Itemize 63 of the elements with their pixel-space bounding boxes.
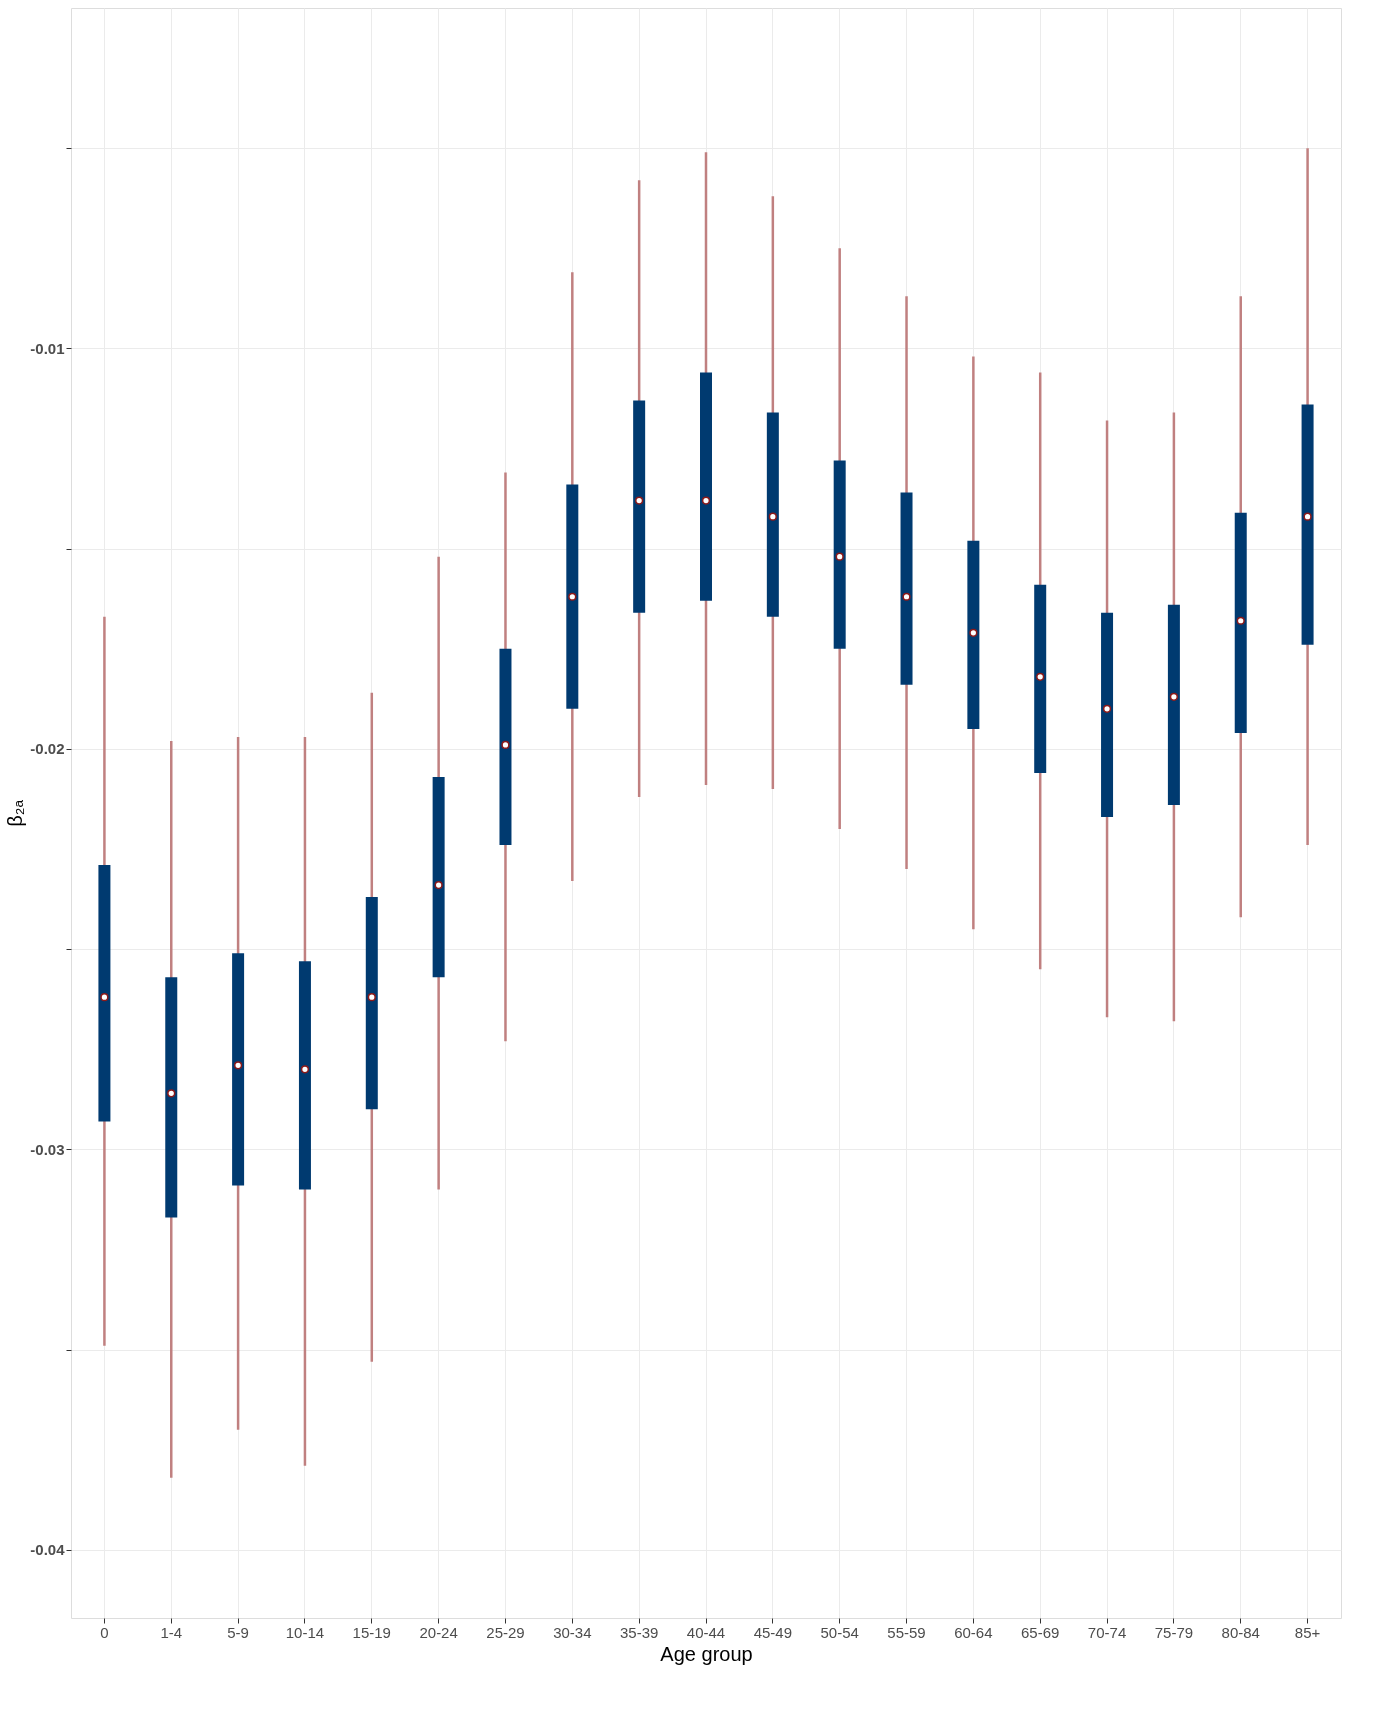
point: [969, 628, 978, 637]
point: [100, 993, 109, 1002]
point: [367, 993, 376, 1002]
x-tick-label: 40-44: [686, 1623, 726, 1641]
bar: [432, 776, 445, 978]
bar: [1301, 404, 1314, 645]
bar: [1167, 604, 1180, 805]
bar: [298, 961, 311, 1190]
x-tick-label: 45-49: [753, 1623, 793, 1641]
bar: [499, 648, 512, 846]
point: [768, 512, 777, 521]
x-tick-label: 85+: [1294, 1623, 1321, 1641]
x-tick-label: 70-74: [1087, 1623, 1127, 1641]
x-tick-label: 60-64: [954, 1623, 993, 1641]
x-tick-label: 75-79: [1154, 1623, 1194, 1641]
bar: [833, 460, 846, 649]
x-tick-label: 80-84: [1221, 1623, 1260, 1641]
bar: [633, 400, 646, 613]
x-tick-label: 65-69: [1021, 1623, 1060, 1641]
bar: [232, 953, 245, 1186]
point: [1036, 672, 1045, 681]
x-tick-label: 35-39: [619, 1623, 659, 1641]
y-tick-label: -0.01: [30, 339, 65, 357]
point: [167, 1089, 176, 1098]
bar: [900, 492, 913, 685]
x-tick-label: 30-34: [553, 1623, 592, 1641]
point: [902, 592, 911, 601]
point: [234, 1061, 243, 1070]
point: [1169, 692, 1178, 701]
point: [1102, 704, 1112, 713]
x-tick-label: 15-19: [352, 1623, 391, 1641]
point: [434, 880, 443, 890]
x-tick-label: 0: [100, 1623, 109, 1641]
bar: [165, 977, 178, 1218]
bar: [1101, 612, 1114, 817]
point: [835, 552, 844, 561]
bar: [967, 540, 980, 729]
x-tick-label: 20-24: [419, 1623, 458, 1641]
bar: [566, 484, 579, 709]
x-tick-label: 50-54: [820, 1623, 859, 1641]
point: [501, 740, 510, 750]
point: [701, 496, 711, 505]
point: [1236, 616, 1245, 625]
x-tick-label: 55-59: [887, 1623, 926, 1641]
bar: [365, 897, 378, 1110]
x-tick-label: 25-29: [486, 1623, 525, 1641]
bar: [98, 865, 111, 1122]
x-tick-label: 1-4: [160, 1623, 183, 1641]
point: [300, 1065, 310, 1074]
bar: [1234, 512, 1247, 733]
bar: [1034, 584, 1047, 773]
y-axis-title: β₂ₐ: [4, 799, 27, 827]
bar: [700, 372, 712, 601]
bar: [766, 412, 779, 617]
point: [1303, 512, 1312, 521]
x-tick-label: 5-9: [227, 1623, 249, 1641]
point: [635, 496, 644, 505]
y-tick-label: -0.02: [30, 740, 65, 758]
y-tick-label: -0.04: [30, 1541, 66, 1559]
x-tick-label: 10-14: [285, 1623, 325, 1641]
y-tick-label: -0.03: [30, 1140, 65, 1158]
point: [568, 592, 577, 601]
x-axis-title: Age group: [660, 1642, 753, 1665]
